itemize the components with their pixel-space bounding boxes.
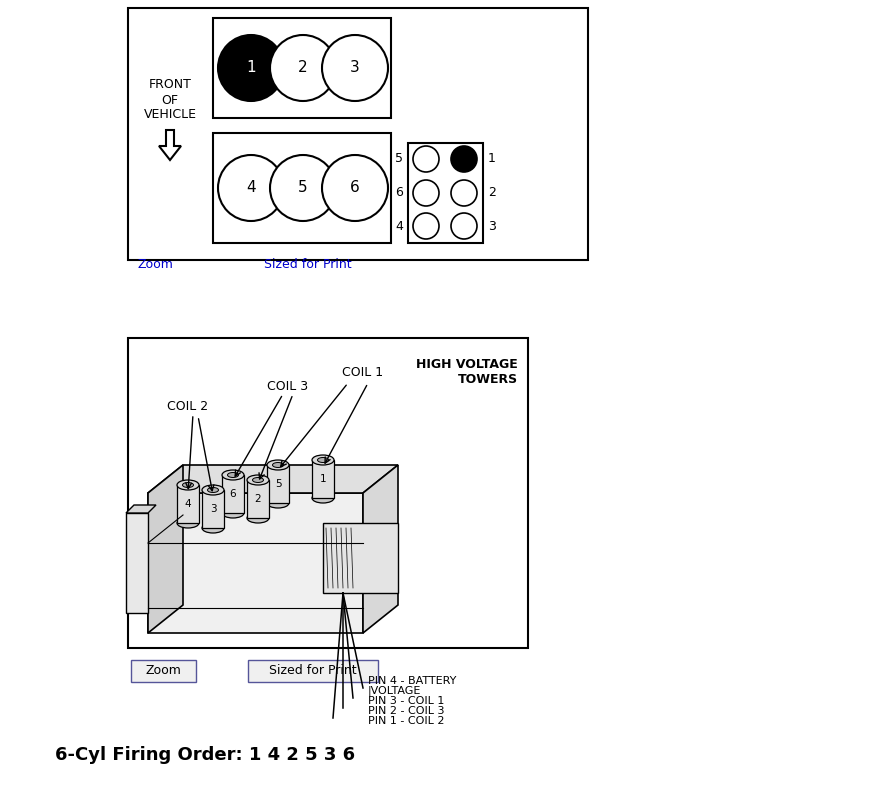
Text: 6: 6 bbox=[229, 489, 236, 499]
Ellipse shape bbox=[222, 470, 244, 480]
Text: Zoom: Zoom bbox=[145, 665, 181, 677]
Text: COIL 3: COIL 3 bbox=[268, 380, 309, 392]
Polygon shape bbox=[148, 493, 363, 633]
Circle shape bbox=[451, 146, 477, 172]
Bar bbox=[408, 143, 483, 243]
Ellipse shape bbox=[202, 485, 224, 495]
Circle shape bbox=[413, 180, 439, 206]
Text: 2: 2 bbox=[255, 494, 261, 504]
Ellipse shape bbox=[222, 508, 244, 518]
Circle shape bbox=[413, 213, 439, 239]
Circle shape bbox=[413, 146, 439, 172]
Bar bbox=[128, 8, 588, 260]
Ellipse shape bbox=[318, 457, 328, 462]
Ellipse shape bbox=[208, 488, 219, 492]
Bar bbox=[267, 465, 289, 503]
Text: 6: 6 bbox=[351, 180, 359, 195]
Text: 1: 1 bbox=[246, 60, 256, 75]
Polygon shape bbox=[126, 505, 156, 513]
Text: 4: 4 bbox=[246, 180, 256, 195]
Bar bbox=[248, 660, 378, 682]
Text: 5: 5 bbox=[395, 152, 403, 165]
Text: FRONT
OF
VEHICLE: FRONT OF VEHICLE bbox=[144, 79, 196, 121]
Text: COIL 1: COIL 1 bbox=[343, 367, 384, 380]
Text: PIN 4 - BATTERY: PIN 4 - BATTERY bbox=[368, 676, 457, 686]
Text: 2: 2 bbox=[298, 60, 308, 75]
Text: 1: 1 bbox=[319, 474, 326, 484]
Polygon shape bbox=[126, 513, 148, 613]
Ellipse shape bbox=[202, 523, 224, 533]
Circle shape bbox=[451, 213, 477, 239]
Bar bbox=[312, 460, 334, 498]
Text: PIN 2 - COIL 3: PIN 2 - COIL 3 bbox=[368, 706, 444, 716]
Text: 2: 2 bbox=[488, 187, 496, 199]
Text: HIGH VOLTAGE
TOWERS: HIGH VOLTAGE TOWERS bbox=[417, 358, 518, 386]
Text: 6: 6 bbox=[395, 187, 403, 199]
Text: Zoom: Zoom bbox=[137, 259, 173, 272]
Ellipse shape bbox=[227, 472, 238, 477]
Ellipse shape bbox=[267, 460, 289, 470]
Text: |VOLTAGE: |VOLTAGE bbox=[368, 686, 421, 696]
Ellipse shape bbox=[247, 475, 269, 485]
Circle shape bbox=[322, 155, 388, 221]
Bar bbox=[131, 660, 196, 682]
Text: 5: 5 bbox=[275, 479, 281, 489]
Bar bbox=[202, 490, 224, 528]
Text: COIL 2: COIL 2 bbox=[168, 399, 209, 413]
Text: 3: 3 bbox=[351, 60, 359, 75]
Circle shape bbox=[218, 155, 284, 221]
Text: 3: 3 bbox=[210, 504, 217, 514]
Circle shape bbox=[218, 35, 284, 101]
Ellipse shape bbox=[177, 480, 199, 490]
Bar bbox=[247, 480, 269, 518]
Ellipse shape bbox=[312, 455, 334, 465]
Circle shape bbox=[451, 180, 477, 206]
Bar bbox=[323, 523, 398, 593]
Text: PIN 3 - COIL 1: PIN 3 - COIL 1 bbox=[368, 696, 444, 706]
Text: 1: 1 bbox=[488, 152, 496, 165]
Polygon shape bbox=[148, 465, 183, 633]
FancyArrow shape bbox=[159, 130, 181, 160]
Ellipse shape bbox=[252, 477, 263, 483]
Ellipse shape bbox=[267, 498, 289, 508]
Ellipse shape bbox=[247, 513, 269, 523]
Ellipse shape bbox=[177, 518, 199, 528]
Text: Sized for Print: Sized for Print bbox=[269, 665, 357, 677]
Bar bbox=[213, 133, 391, 243]
Text: 4: 4 bbox=[185, 499, 191, 509]
Bar bbox=[222, 475, 244, 513]
Ellipse shape bbox=[183, 483, 194, 488]
Circle shape bbox=[322, 35, 388, 101]
Text: 6-Cyl Firing Order: 1 4 2 5 3 6: 6-Cyl Firing Order: 1 4 2 5 3 6 bbox=[55, 746, 355, 764]
Ellipse shape bbox=[312, 493, 334, 503]
Bar bbox=[128, 338, 528, 648]
Text: Sized for Print: Sized for Print bbox=[264, 259, 351, 272]
Text: PIN 1 - COIL 2: PIN 1 - COIL 2 bbox=[368, 716, 444, 726]
Circle shape bbox=[270, 35, 336, 101]
Text: 5: 5 bbox=[298, 180, 308, 195]
Bar bbox=[177, 485, 199, 523]
Ellipse shape bbox=[272, 462, 284, 468]
Text: 3: 3 bbox=[488, 219, 496, 233]
Bar bbox=[213, 18, 391, 118]
Polygon shape bbox=[363, 465, 398, 633]
Text: 4: 4 bbox=[395, 219, 403, 233]
Polygon shape bbox=[148, 465, 398, 493]
Circle shape bbox=[270, 155, 336, 221]
